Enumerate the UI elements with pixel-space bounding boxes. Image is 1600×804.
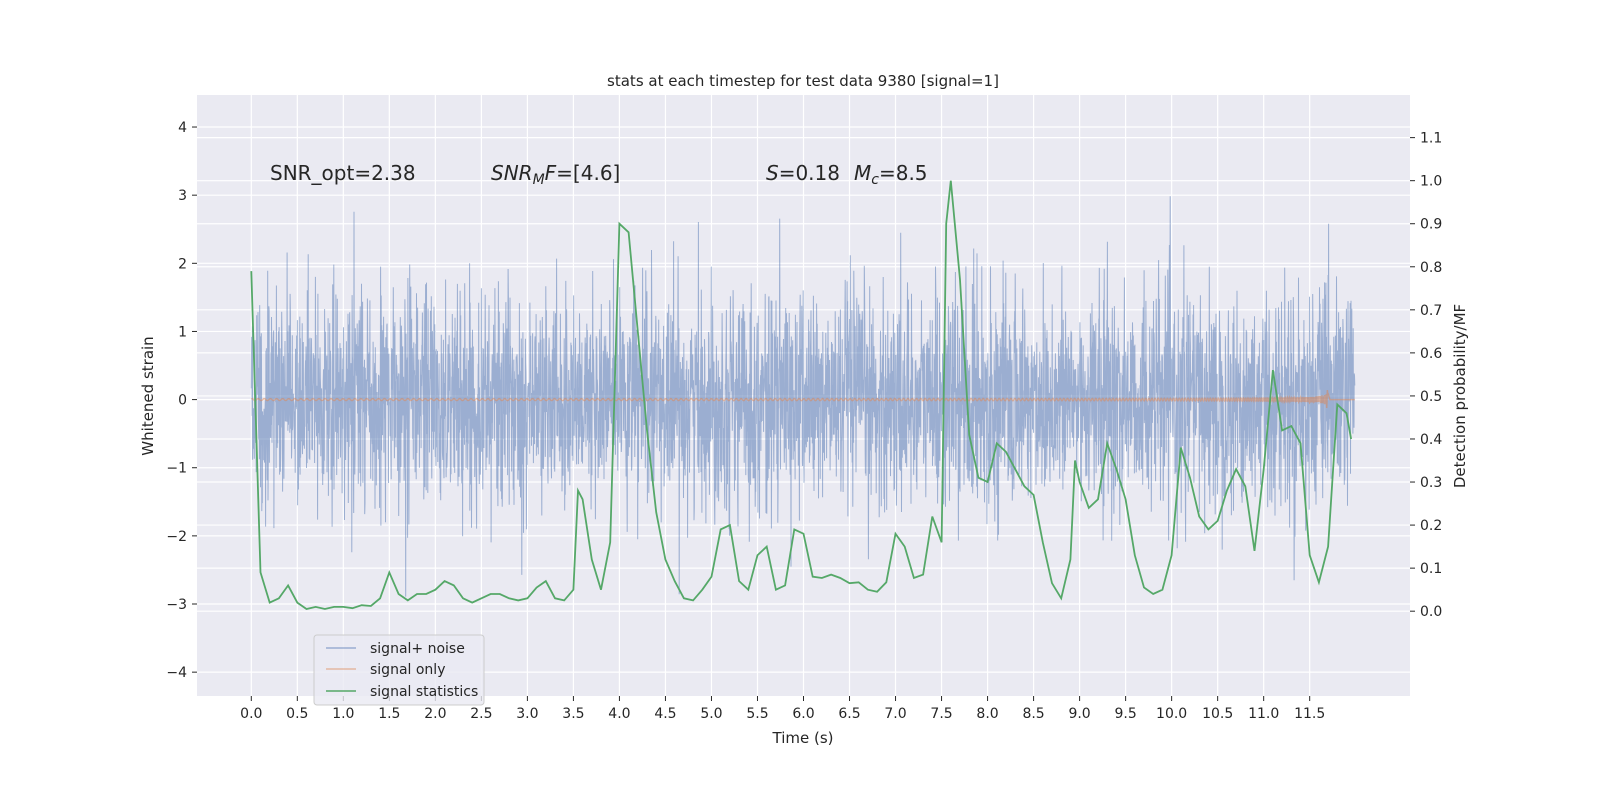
s-symbol: S	[766, 161, 779, 185]
legend-box	[313, 634, 485, 706]
y-right-axis-ticks: 1.1 1.0 0.9 0.8 0.7 0.6 0.5 0.4 0.3 0.2 0.1 0.0	[1410, 131, 1442, 620]
y-right-tick-label: 0.4	[1420, 432, 1442, 448]
x-tick-label: 3.5	[562, 706, 584, 722]
x-tick-label: 11.0	[1248, 706, 1279, 722]
x-tick-label: 8.0	[976, 706, 998, 722]
y-right-tick-label: 0.7	[1420, 303, 1442, 319]
x-tick-label: 7.5	[930, 706, 952, 722]
y-right-tick-label: 1.1	[1420, 131, 1442, 147]
x-tick-label: 11.5	[1294, 706, 1325, 722]
x-axis-label: Time (s)	[772, 729, 834, 747]
x-tick-label: 6.5	[838, 706, 860, 722]
signal-statistics-line	[250, 180, 1352, 610]
x-tick-label: 1.5	[378, 706, 400, 722]
legend: signal+ noise signal only signal statist…	[313, 634, 485, 706]
x-tick-label: 1.0	[332, 706, 354, 722]
x-tick-label: 6.0	[792, 706, 814, 722]
y-right-tick-label: 0.6	[1420, 346, 1442, 362]
x-tick-label: 2.5	[470, 706, 492, 722]
x-tick-label: 4.0	[608, 706, 630, 722]
snr-mf-value: =[4.6]	[556, 161, 620, 185]
y-right-tick-label: 0.8	[1420, 260, 1442, 276]
mc-sub: c	[871, 172, 879, 188]
annotation-s-mc: S=0.18 Mc=8.5	[766, 161, 928, 188]
x-tick-label: 0.0	[240, 706, 262, 722]
snr-mf-sub: M	[533, 172, 545, 188]
y-right-axis-label: Detection probability/MF	[1451, 304, 1469, 488]
y-right-tick-label: 0.0	[1420, 604, 1442, 620]
y-right-tick-label: 0.5	[1420, 389, 1442, 405]
legend-label-signal: signal only	[370, 662, 445, 678]
y-right-tick-label: 1.0	[1420, 174, 1442, 190]
y-tick-label: −3	[166, 597, 187, 613]
y-tick-label: 4	[178, 120, 187, 136]
s-value: =0.18	[779, 161, 840, 185]
noise-series	[250, 196, 1356, 597]
x-tick-label: 10.5	[1202, 706, 1233, 722]
stats-series	[250, 180, 1352, 610]
x-tick-label: 9.0	[1068, 706, 1090, 722]
legend-label-stats: signal statistics	[370, 684, 478, 700]
y-tick-label: 3	[178, 188, 187, 204]
mc-value: =8.5	[879, 161, 928, 185]
y-right-tick-label: 0.3	[1420, 475, 1442, 491]
y-tick-label: 2	[178, 256, 187, 272]
x-tick-label: 3.0	[516, 706, 538, 722]
annotation-snr-mf: SNRMF=[4.6]	[491, 161, 620, 188]
signal-series	[251, 389, 1355, 409]
x-tick-label: 0.5	[286, 706, 308, 722]
y-tick-label: −2	[166, 529, 187, 545]
snr-mf-base: SNR	[491, 161, 533, 185]
signal-only-line	[251, 389, 1355, 409]
y-tick-label: −4	[166, 665, 187, 681]
grid	[197, 95, 1410, 696]
annotation-snr-opt: SNR_opt=2.38	[270, 161, 416, 185]
chart-title: stats at each timestep for test data 938…	[607, 72, 999, 90]
x-tick-label: 2.0	[424, 706, 446, 722]
x-axis-ticks: 0.0 0.5 1.0 1.5 2.0 2.5 3.0 3.5 4.0 4.5 5.0 5.5 6.0 6…	[240, 696, 1325, 722]
mc-base: M	[854, 161, 871, 185]
y-tick-label: −1	[166, 461, 187, 477]
y-axis-label: Whitened strain	[139, 336, 157, 455]
x-tick-label: 5.0	[700, 706, 722, 722]
snr-mf-rest: F	[545, 161, 557, 185]
y-tick-label: 0	[178, 393, 187, 409]
legend-label-noise: signal+ noise	[370, 641, 465, 657]
x-tick-label: 8.5	[1022, 706, 1044, 722]
y-axis-ticks: 4 3 2 1 0 −1 −2 −3 −4	[166, 120, 197, 681]
y-right-tick-label: 0.9	[1420, 217, 1442, 233]
y-right-tick-label: 0.2	[1420, 518, 1442, 534]
signal-noise-line	[250, 196, 1356, 597]
x-tick-label: 9.5	[1114, 706, 1136, 722]
x-tick-label: 4.5	[654, 706, 676, 722]
x-tick-label: 10.0	[1156, 706, 1187, 722]
y-right-tick-label: 0.1	[1420, 561, 1442, 577]
x-tick-label: 7.0	[884, 706, 906, 722]
y-tick-label: 1	[178, 324, 187, 340]
x-tick-label: 5.5	[746, 706, 768, 722]
